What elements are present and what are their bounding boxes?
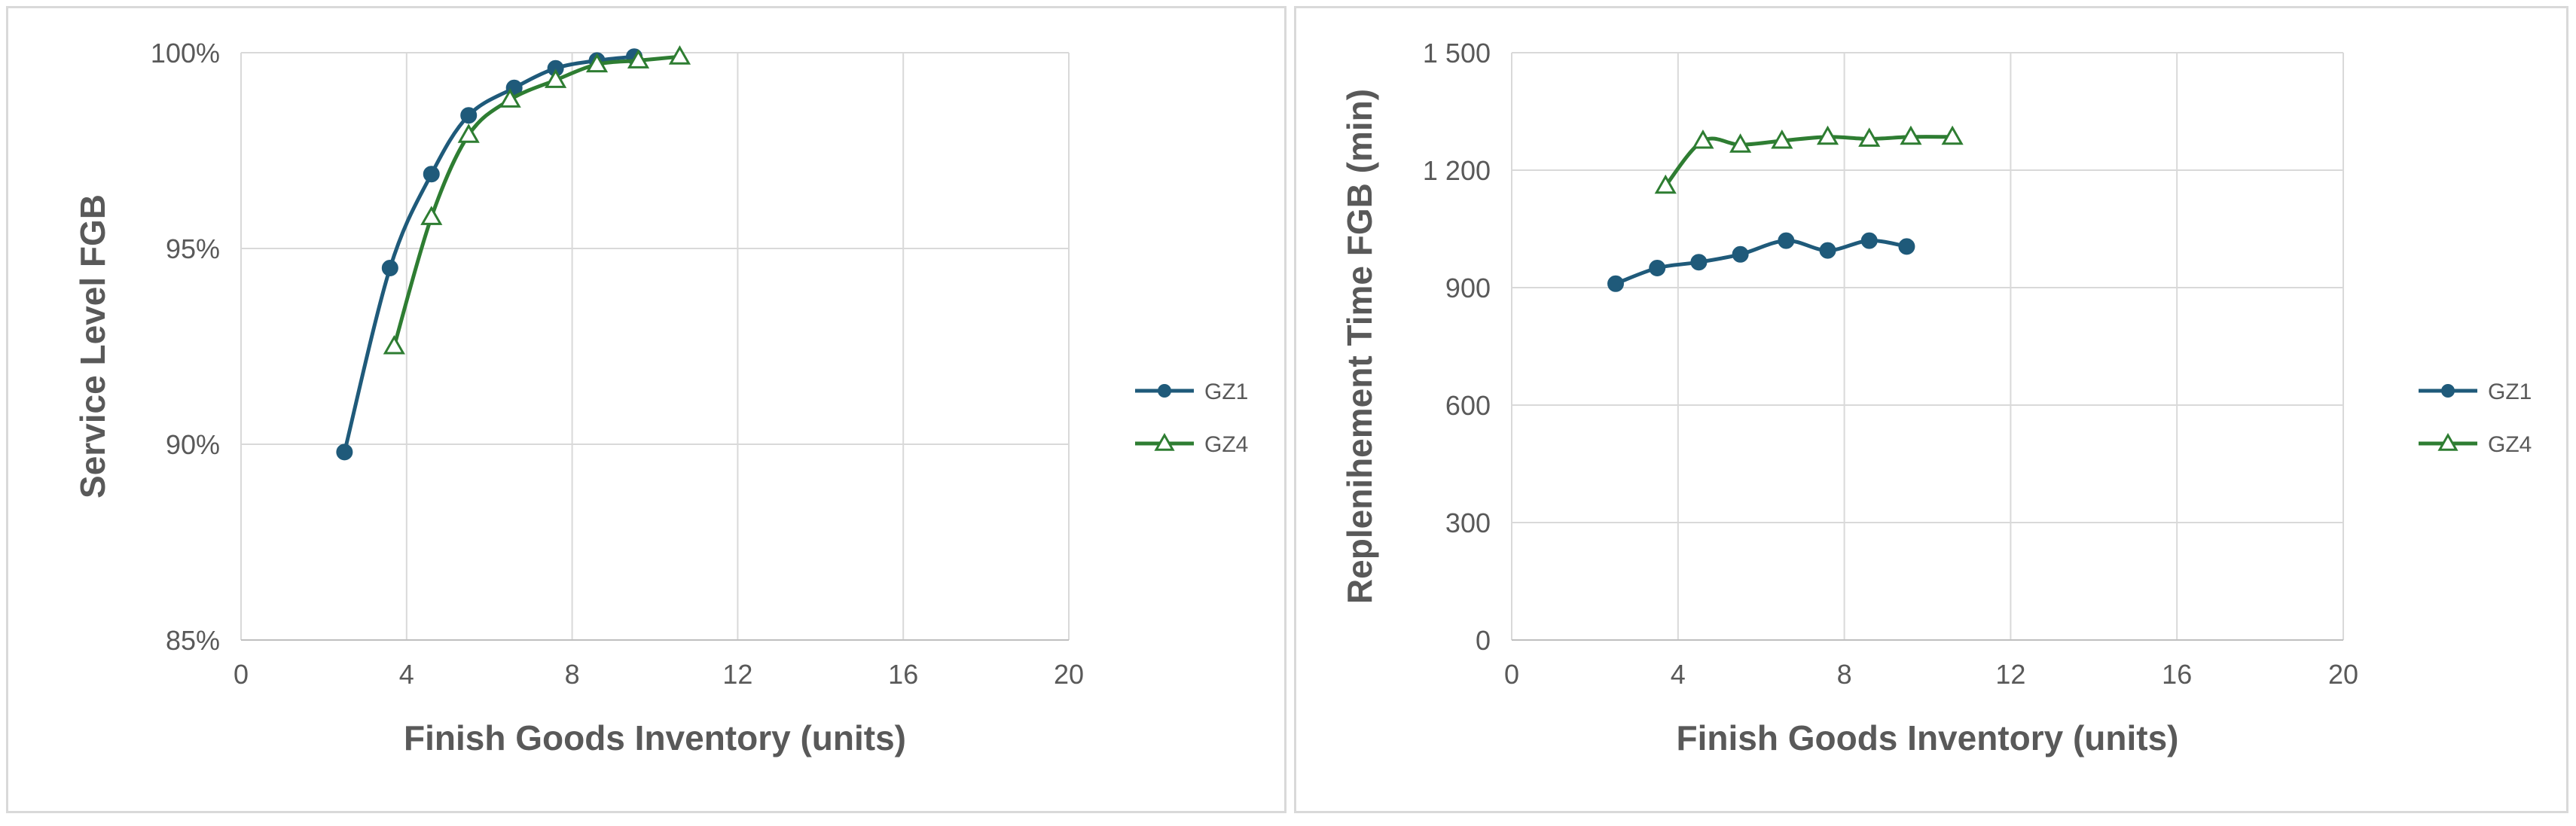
legend-marker <box>1154 432 1175 451</box>
data-point-gz1 <box>460 107 478 124</box>
data-point-gz1 <box>423 166 440 183</box>
data-point-gz1 <box>1819 242 1836 259</box>
data-point-gz4 <box>420 206 443 225</box>
data-point-gz4 <box>1816 125 1839 145</box>
x-tick-label: 16 <box>2162 659 2192 690</box>
data-point-gz1 <box>1690 254 1708 271</box>
data-point-gz1 <box>336 443 353 461</box>
x-tick-label: 8 <box>1837 659 1852 690</box>
y-tick-label: 85% <box>166 625 220 656</box>
y-tick-label: 0 <box>1476 625 1491 656</box>
legend-marker <box>1158 384 1171 398</box>
data-point-gz1 <box>1898 238 1915 255</box>
legend-entry-gz4: GZ4 <box>1135 432 1248 457</box>
gridlines <box>240 52 1070 641</box>
x-tick-label: 16 <box>888 659 918 690</box>
series-line-gz1 <box>342 54 636 454</box>
gridlines <box>1511 52 2344 641</box>
y-tick-label: 600 <box>1445 390 1491 421</box>
y-tick-label: 300 <box>1445 507 1491 538</box>
y-tick-label: 1 500 <box>1423 38 1491 69</box>
x-axis-title: Finish Goods Inventory (units) <box>404 718 906 757</box>
x-tick-label: 12 <box>722 659 752 690</box>
data-point-gz4 <box>457 123 480 143</box>
legend-marker <box>2441 384 2455 398</box>
x-tick-label: 20 <box>2328 659 2358 690</box>
series-gz1 <box>1607 232 1915 292</box>
data-point-gz4 <box>1900 125 1922 145</box>
x-tick-label: 4 <box>399 659 414 690</box>
data-point-gz1 <box>1732 245 1749 263</box>
data-point-gz4 <box>1729 133 1752 153</box>
x-tick-label: 0 <box>233 659 249 690</box>
service-level-chart: 0 4 8 12 16 20 85% 90% 95% 100% Finish Goods Inven… <box>73 38 1248 757</box>
chart-panel-replenishment-time: 0 4 8 12 16 20 0 300 600 900 1 200 1 500 Finish Good… <box>1294 6 2568 813</box>
chart-panel-service-level: 0 4 8 12 16 20 85% 90% 95% 100% Finish Goods Inven… <box>6 6 1286 813</box>
data-point-gz4 <box>585 53 609 73</box>
series-line-gz4 <box>392 54 682 349</box>
series-gz4 <box>383 45 691 355</box>
y-tick-label: 100% <box>151 38 220 69</box>
replenishment-time-chart: 0 4 8 12 16 20 0 300 600 900 1 200 1 500 Finish Good… <box>1340 38 2532 757</box>
y-axis-title: Replenihement Time FGB (min) <box>1340 89 1379 604</box>
data-point-gz4 <box>1858 127 1881 147</box>
series-gz4 <box>1654 125 1964 194</box>
data-point-gz1 <box>1778 232 1795 249</box>
legend-entry-gz4: GZ4 <box>2419 432 2532 457</box>
data-point-gz4 <box>668 45 691 65</box>
legend-label: GZ4 <box>1204 432 1248 457</box>
data-point-gz1 <box>1607 275 1624 292</box>
data-point-gz4 <box>1771 129 1793 149</box>
x-tick-label: 8 <box>565 659 580 690</box>
y-tick-label: 900 <box>1445 273 1491 303</box>
data-point-gz1 <box>1649 260 1666 276</box>
data-point-gz4 <box>499 88 521 108</box>
y-tick-label: 90% <box>166 429 220 460</box>
legend-label: GZ4 <box>2488 432 2532 457</box>
legend-label: GZ1 <box>1204 379 1248 404</box>
data-point-gz1 <box>1860 232 1878 249</box>
series-gz1 <box>336 48 643 461</box>
x-tick-label: 12 <box>1995 659 2025 690</box>
y-axis-title: Service Level FGB <box>73 194 112 498</box>
data-point-gz4 <box>545 69 567 88</box>
legend-label: GZ1 <box>2488 379 2532 404</box>
x-axis-title: Finish Goods Inventory (units) <box>1677 718 2179 757</box>
data-point-gz4 <box>1654 174 1677 194</box>
data-point-gz4 <box>383 334 405 355</box>
y-tick-label: 1 200 <box>1423 155 1491 186</box>
x-tick-label: 20 <box>1054 659 1084 690</box>
data-point-gz1 <box>381 260 398 276</box>
data-point-gz4 <box>1941 125 1964 145</box>
x-tick-label: 4 <box>1671 659 1686 690</box>
legend-entry-gz1: GZ1 <box>1135 379 1248 404</box>
legend-entry-gz1: GZ1 <box>2419 379 2532 404</box>
x-tick-label: 0 <box>1504 659 1519 690</box>
y-tick-label: 95% <box>166 233 220 264</box>
data-point-gz4 <box>1692 129 1714 149</box>
legend-marker <box>2437 432 2458 451</box>
data-point-gz4 <box>627 49 650 69</box>
